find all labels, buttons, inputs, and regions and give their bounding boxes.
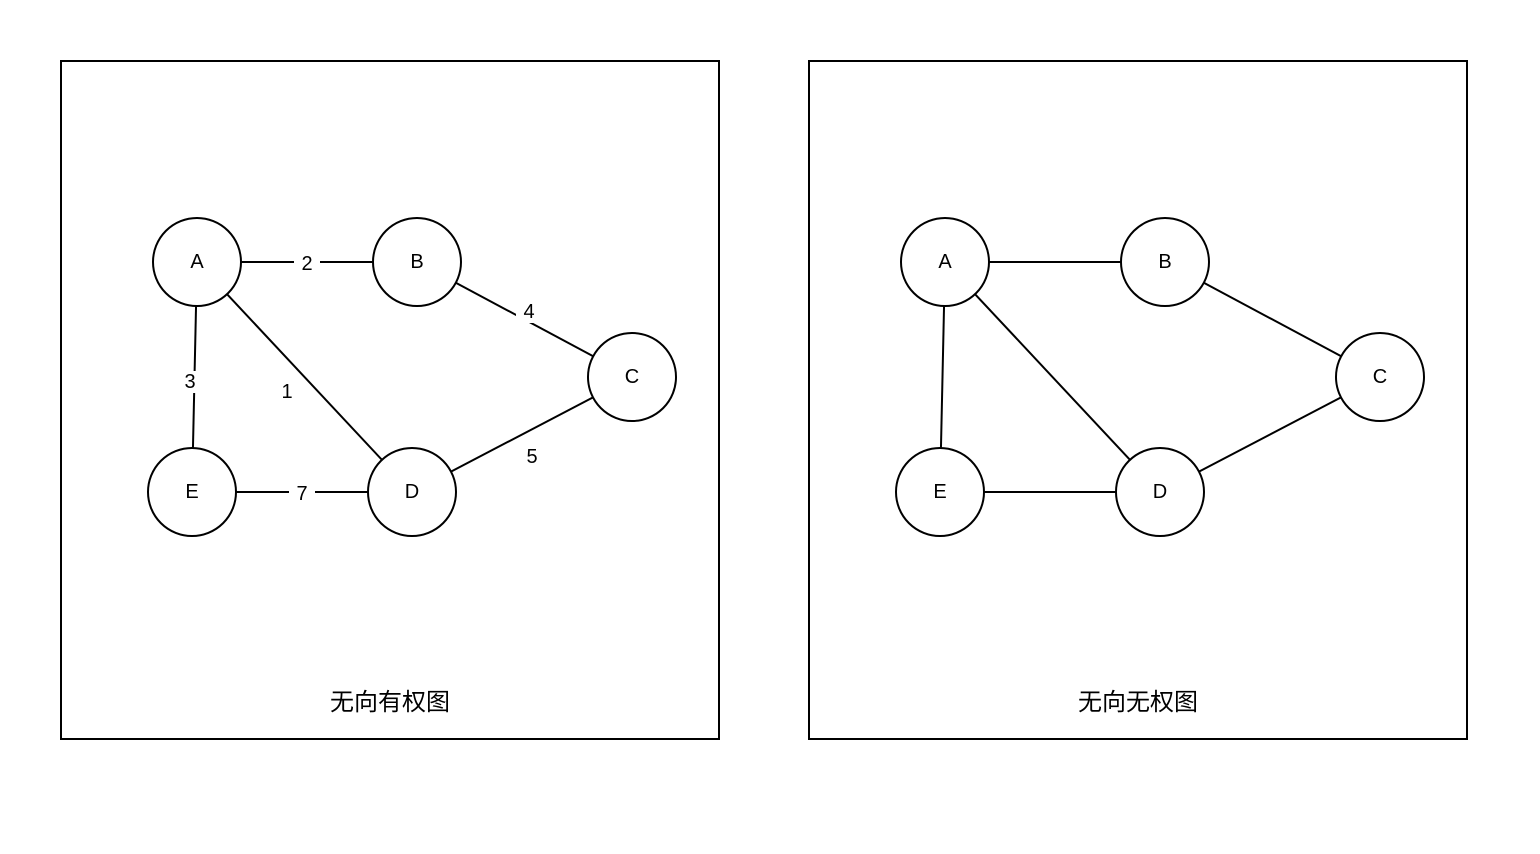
edge-B-C — [1204, 283, 1341, 356]
node-label-E: E — [185, 481, 198, 503]
weighted-graph-svg: 2 4 5 1 3 7 A B C D E — [62, 62, 722, 742]
edge-weight-label: 4 — [523, 301, 534, 323]
edge-A-E — [941, 306, 944, 448]
unweighted-graph-panel: A B C D E 无向无权图 — [808, 60, 1468, 740]
node-label-A: A — [190, 251, 204, 273]
node-label-E: E — [933, 481, 946, 503]
edge-A-D — [975, 294, 1130, 460]
unweighted-graph-svg: A B C D E — [810, 62, 1470, 742]
unweighted-graph-caption: 无向无权图 — [810, 682, 1466, 717]
edge-C-D — [1199, 397, 1341, 471]
edge-weight-label: 1 — [281, 381, 292, 403]
edge-weight-label: 5 — [526, 446, 537, 468]
edge-A-D — [227, 294, 382, 460]
node-label-D: D — [405, 481, 419, 503]
edge-weight-label: 7 — [296, 483, 307, 505]
edge-weight-label: 2 — [301, 253, 312, 275]
node-label-A: A — [938, 251, 952, 273]
node-label-C: C — [625, 366, 639, 388]
weighted-graph-caption: 无向有权图 — [62, 682, 718, 717]
weighted-graph-panel: 2 4 5 1 3 7 A B C D E 无向有权图 — [60, 60, 720, 740]
node-label-D: D — [1153, 481, 1167, 503]
node-label-B: B — [1158, 251, 1171, 273]
node-label-B: B — [410, 251, 423, 273]
node-label-C: C — [1373, 366, 1387, 388]
edge-weight-label: 3 — [184, 371, 195, 393]
